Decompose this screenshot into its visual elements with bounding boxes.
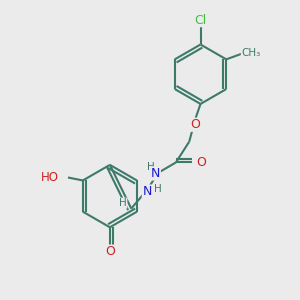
Text: HO: HO: [40, 171, 58, 184]
Text: O: O: [196, 156, 206, 169]
Text: Cl: Cl: [194, 14, 207, 27]
Text: H: H: [154, 184, 162, 194]
Text: O: O: [105, 245, 115, 258]
Text: N: N: [151, 167, 160, 180]
Text: H: H: [119, 198, 127, 208]
Text: H: H: [147, 162, 154, 172]
Text: CH₃: CH₃: [241, 48, 261, 59]
Text: N: N: [142, 185, 152, 198]
Text: O: O: [190, 118, 200, 131]
